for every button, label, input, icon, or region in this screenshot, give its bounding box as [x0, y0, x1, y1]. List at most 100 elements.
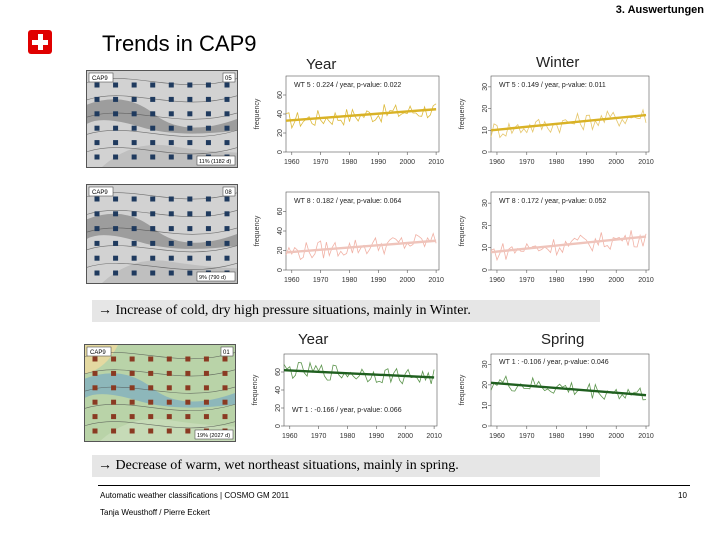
map-grid-marker: [168, 125, 174, 131]
map-grid-marker: [168, 270, 174, 276]
map-grid-marker: [129, 370, 135, 376]
map-grid-marker: [148, 414, 154, 420]
y-tick-label: 0: [482, 268, 489, 272]
map-grid-marker: [92, 399, 98, 405]
map-grid-marker: [94, 226, 100, 232]
map-grid-marker: [131, 96, 137, 102]
map-grid-marker: [92, 370, 98, 376]
finding-note-increase: → Increase of cold, dry high pressure si…: [92, 300, 600, 322]
map-grid-marker: [94, 125, 100, 131]
map-grid-marker: [113, 196, 119, 202]
map-grid-marker: [166, 414, 172, 420]
map-grid-marker: [131, 125, 137, 131]
x-tick-label: 1980: [342, 159, 358, 166]
map-grid-marker: [94, 196, 100, 202]
y-tick-label: 0: [277, 150, 284, 154]
map-grid-marker: [131, 270, 137, 276]
trend-annotation: WT 8 : 0.172 / year, p-value: 0.052: [499, 198, 606, 205]
map-grid-marker: [150, 211, 156, 217]
y-tick-label: 30: [482, 199, 489, 207]
y-tick-label: 20: [277, 247, 284, 255]
footer-authors: Tanja Weusthoff / Pierre Eckert: [100, 508, 210, 517]
map-grid-marker: [131, 196, 137, 202]
map-grid-marker: [185, 356, 191, 362]
x-tick-label: 1970: [519, 159, 535, 166]
map-grid-marker: [205, 96, 211, 102]
trend-plot-wt8-year: 0 20 40 60 frequency 1960 1970 1980 1990 2000 2010…: [254, 191, 444, 284]
map-grid-marker: [129, 414, 135, 420]
x-tick-label: 1970: [311, 433, 327, 440]
map-grid-marker: [222, 399, 228, 405]
map-grid-marker: [205, 196, 211, 202]
map-grid-marker: [166, 428, 172, 434]
x-tick-label: 2010: [638, 277, 654, 284]
map-grid-marker: [187, 111, 193, 117]
map-grid-marker: [224, 255, 230, 261]
map-grid-marker: [205, 240, 211, 246]
y-tick-label: 20: [277, 129, 284, 137]
x-tick-label: 2000: [397, 433, 413, 440]
map-grid-marker: [166, 399, 172, 405]
map-grid-marker: [131, 111, 137, 117]
trend-annotation: WT 5 : 0.224 / year, p-value: 0.022: [294, 82, 401, 89]
map-grid-marker: [222, 356, 228, 362]
plot-frame: [283, 353, 438, 427]
map-grid-marker: [148, 428, 154, 434]
map-tag-right: 08: [225, 190, 232, 196]
map-grid-marker: [185, 399, 191, 405]
x-tick-label: 1960: [489, 433, 505, 440]
trend-line: [490, 381, 647, 397]
x-tick-label: 1970: [519, 277, 535, 284]
map-grid-marker: [129, 356, 135, 362]
map-grid-marker: [111, 370, 117, 376]
map-grid-marker: [203, 414, 209, 420]
map-grid-marker: [224, 125, 230, 131]
map-grid-marker: [187, 154, 193, 160]
x-tick-label: 1960: [284, 277, 300, 284]
map-grid-marker: [168, 211, 174, 217]
map-grid-marker: [168, 196, 174, 202]
map-tag-left: CAP9: [90, 350, 106, 356]
trend-line: [490, 113, 647, 132]
map-grid-marker: [131, 154, 137, 160]
y-axis-label: frequency: [459, 215, 466, 246]
map-grid-marker: [168, 82, 174, 88]
x-tick-label: 2000: [608, 433, 624, 440]
map-grid-marker: [113, 140, 119, 146]
map-tag-left: CAP9: [92, 190, 108, 196]
x-tick-label: 2000: [608, 159, 624, 166]
map-grid-marker: [205, 111, 211, 117]
map-grid-marker: [92, 356, 98, 362]
map-grid-marker: [131, 226, 137, 232]
y-axis-label: frequency: [459, 98, 466, 129]
x-tick-label: 2000: [608, 277, 624, 284]
x-tick-label: 1990: [371, 277, 387, 284]
map-grid-marker: [148, 399, 154, 405]
map-grid-marker: [168, 255, 174, 261]
map-grid-marker: [94, 111, 100, 117]
section-title: 3. Auswertungen: [615, 4, 704, 16]
trend-line: [283, 369, 435, 379]
map-grid-marker: [150, 196, 156, 202]
map-grid-marker: [205, 125, 211, 131]
map-grid-marker: [205, 255, 211, 261]
map-tag-left: CAP9: [92, 76, 108, 82]
column-heading-spring: Spring: [541, 331, 585, 348]
x-tick-label: 2010: [426, 433, 442, 440]
map-grid-marker: [168, 111, 174, 117]
map-grid-marker: [187, 96, 193, 102]
map-grid-marker: [113, 154, 119, 160]
map-grid-marker: [94, 154, 100, 160]
weather-type-map-wt5: CAP9 05 11% (1182 d): [86, 70, 238, 168]
x-tick-label: 2010: [638, 159, 654, 166]
y-tick-label: 20: [482, 221, 489, 229]
y-tick-label: 40: [277, 227, 284, 235]
map-grid-marker: [94, 270, 100, 276]
x-tick-label: 1960: [489, 277, 505, 284]
trend-line: [285, 108, 437, 122]
map-grid-marker: [187, 226, 193, 232]
map-grid-marker: [224, 96, 230, 102]
map-grid-marker: [187, 240, 193, 246]
map-grid-marker: [203, 356, 209, 362]
map-grid-marker: [185, 385, 191, 391]
